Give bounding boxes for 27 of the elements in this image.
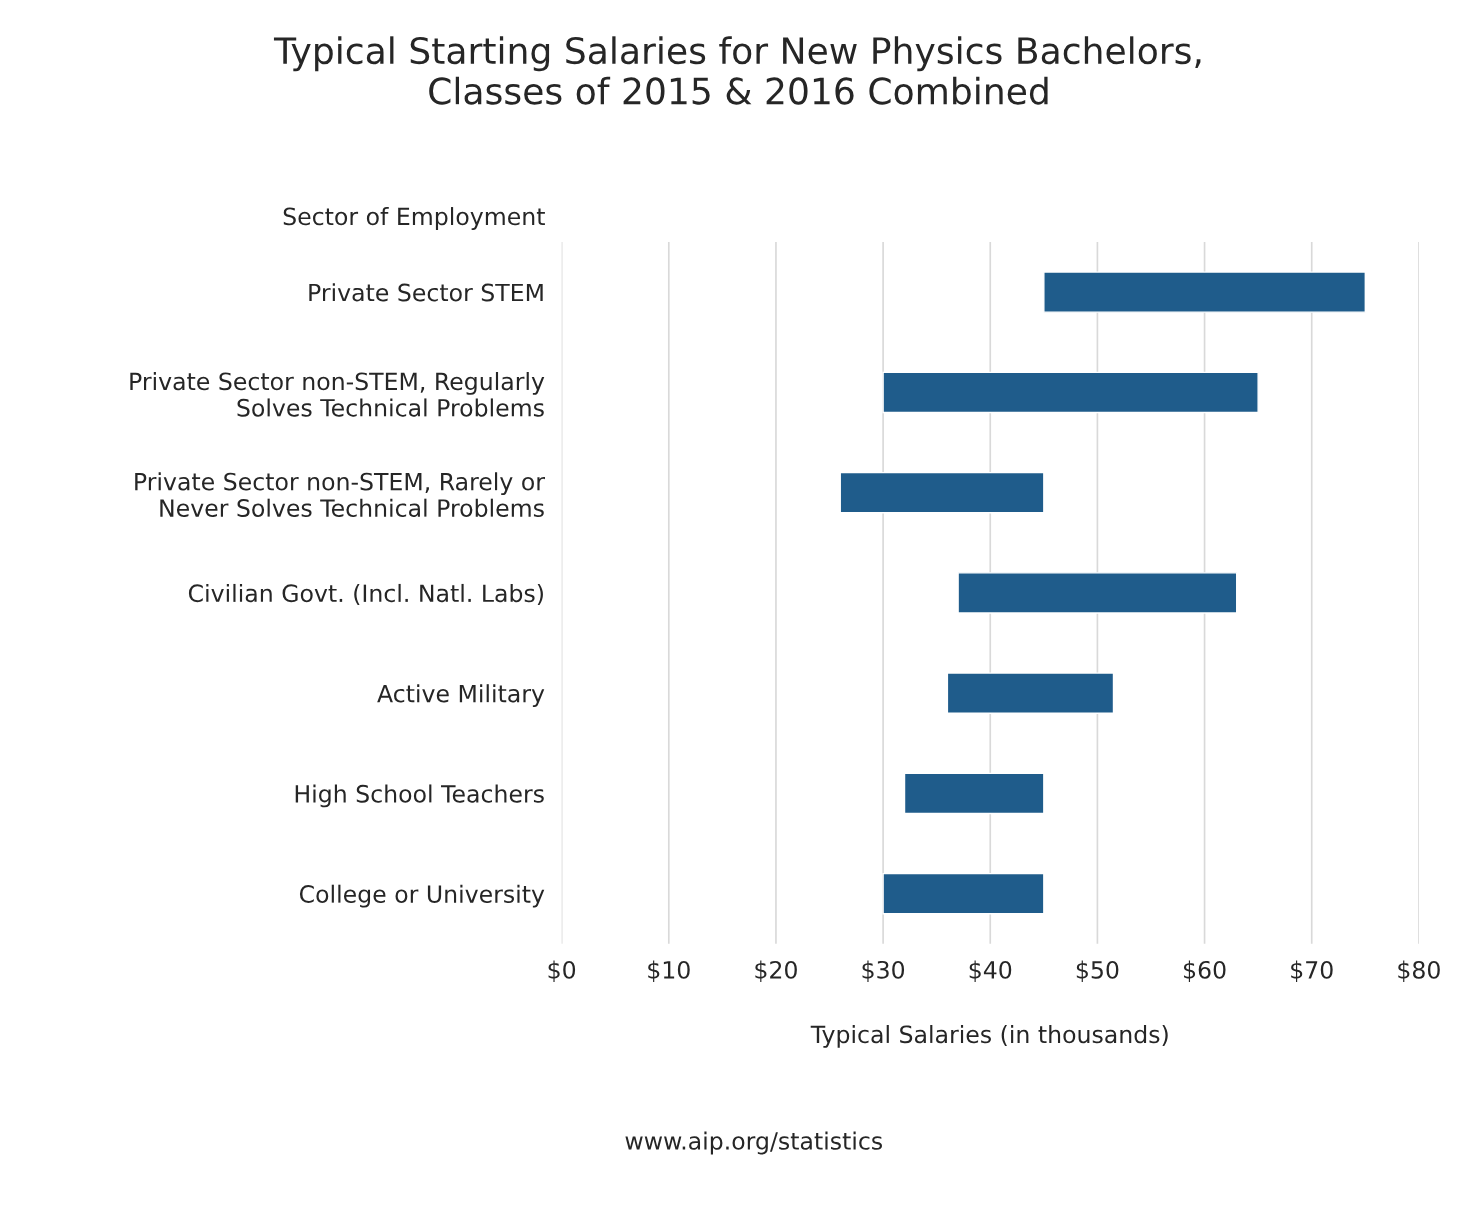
y-tick-label: College or University — [299, 884, 545, 908]
x-tick-label: $70 — [1291, 960, 1333, 982]
x-tick-label: $10 — [648, 960, 690, 982]
bar — [957, 572, 1238, 614]
x-tick-label: $60 — [1184, 960, 1226, 982]
x-tick-label: $50 — [1076, 960, 1119, 982]
y-tick-label: High School Teachers — [295, 784, 544, 808]
bar — [903, 772, 1045, 815]
y-tick-label: Private Sector STEM — [309, 283, 543, 302]
chart-title: Typical Starting Salaries for New Physics Bachelors, Classes of 2015 & 2016 Combined — [273, 36, 1201, 105]
text: www.aip.org/statistics — [625, 1131, 882, 1155]
bar — [1043, 271, 1366, 313]
bar — [839, 471, 1045, 514]
x-tick-label: $20 — [755, 960, 797, 982]
x-axis-title: Typical Salaries (in thousands) — [810, 1024, 1168, 1048]
bar — [882, 872, 1045, 915]
x-tick-label: $0 — [548, 960, 576, 982]
bar — [946, 672, 1115, 714]
bar — [882, 371, 1259, 414]
y-axis-title: Sector of Employment — [283, 207, 545, 230]
x-tick-label: $80 — [1398, 960, 1440, 982]
y-tick-label: Civilian Govt. (Incl. Natl. Labs) — [188, 583, 543, 605]
y-tick-label: Private Sector non-STEM, Regularly Solves Technical Problems — [130, 371, 545, 417]
y-tick-label: Private Sector non-STEM, Rarely or Never Solves Technical Problems — [135, 472, 545, 517]
y-tick-label: Active Military — [377, 684, 545, 708]
x-tick-label: $30 — [862, 960, 905, 982]
x-tick-label: $40 — [969, 960, 1012, 982]
